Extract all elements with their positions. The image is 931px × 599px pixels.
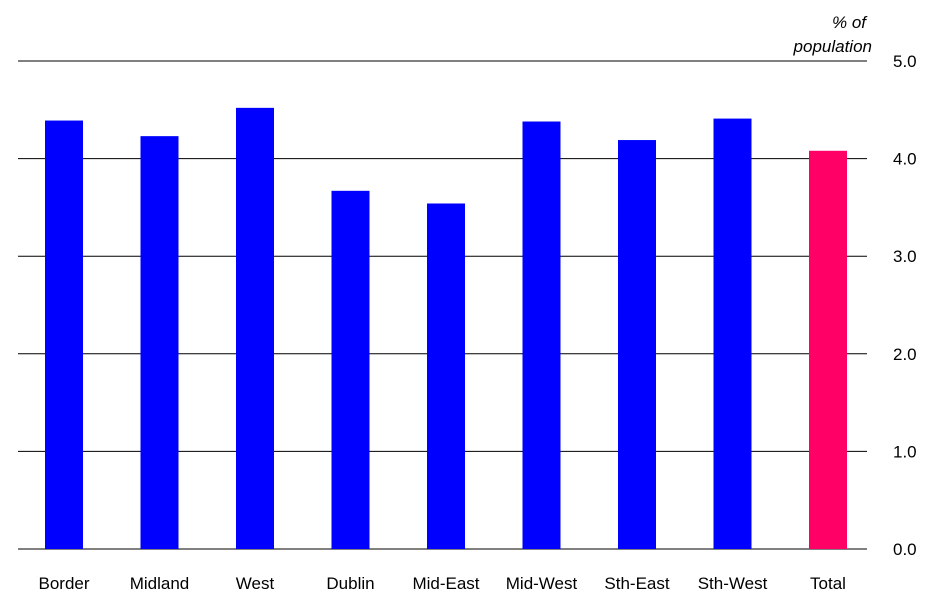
y-axis-title-line-2: population: [793, 37, 872, 56]
bar-west: [236, 107, 274, 550]
y-tick-label: 3.0: [893, 247, 917, 266]
x-axis-categories: Border Midland West Dublin Mid-East Mid-West S…: [38, 574, 845, 593]
bar-mid-west: [522, 121, 561, 550]
y-tick-label: 0.0: [893, 540, 917, 559]
bar-border: [45, 120, 83, 549]
y-tick-label: 2.0: [893, 345, 917, 364]
x-category-label: Mid-West: [506, 574, 578, 593]
bar-mid-east: [427, 203, 465, 549]
x-category-label: Total: [810, 574, 846, 593]
bar-total: [809, 150, 847, 550]
y-tick-label: 1.0: [893, 442, 917, 461]
x-category-label: Midland: [130, 574, 190, 593]
y-axis-title-line-1: % of: [832, 13, 868, 32]
y-tick-label: 5.0: [893, 52, 917, 71]
y-axis-ticks: 0.0 1.0 2.0 3.0 4.0 5.0: [893, 52, 917, 559]
bar-sth-east: [618, 140, 656, 549]
bar-midland: [140, 136, 179, 550]
x-category-label: Border: [38, 574, 89, 593]
y-tick-label: 4.0: [893, 150, 917, 169]
x-category-label: Sth-East: [604, 574, 669, 593]
x-category-label: Sth-West: [698, 574, 768, 593]
x-category-label: West: [236, 574, 275, 593]
bars: [45, 107, 847, 550]
x-category-label: Mid-East: [412, 574, 479, 593]
bar-dublin: [331, 190, 370, 550]
bar-sth-west: [713, 118, 752, 550]
y-axis-title: % of population: [793, 13, 872, 56]
x-category-label: Dublin: [326, 574, 374, 593]
